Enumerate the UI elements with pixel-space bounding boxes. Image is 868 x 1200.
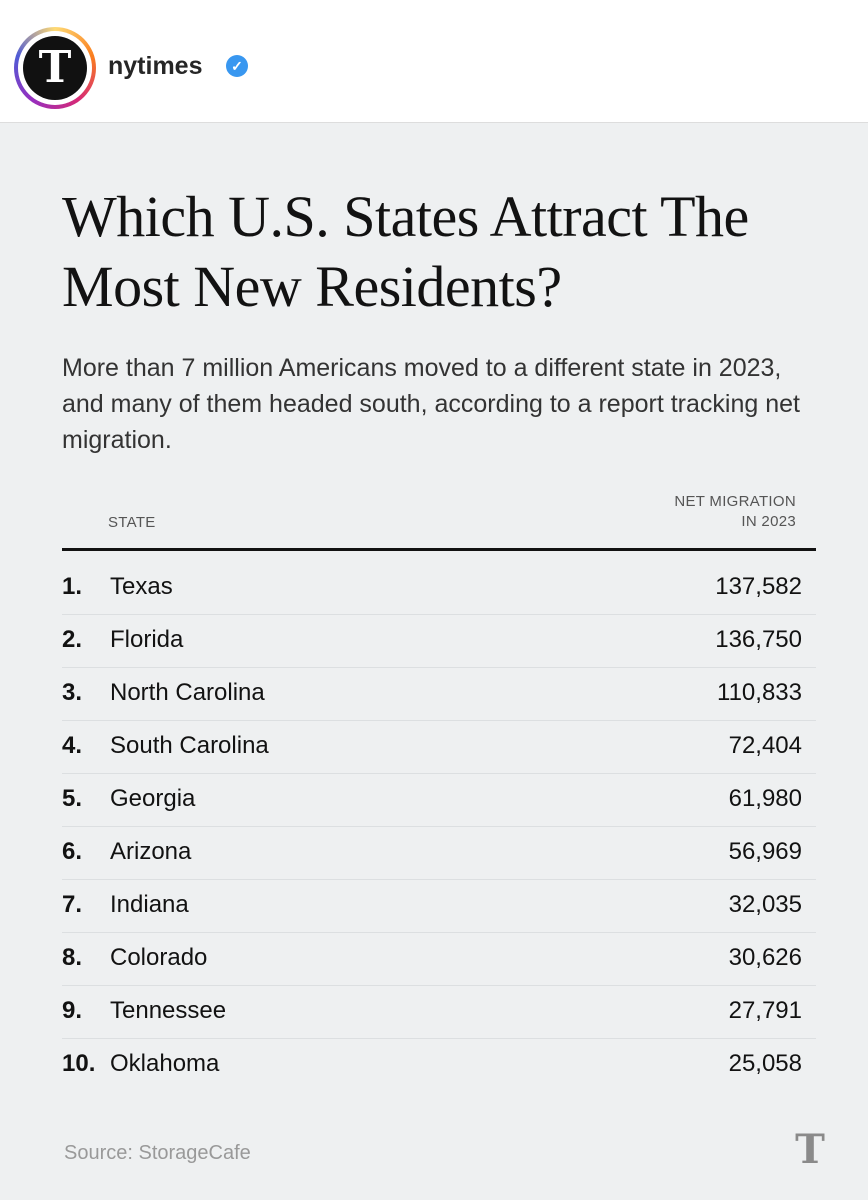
table-row: 1. Texas 137,582 [62, 562, 816, 615]
migration-value: 32,035 [728, 891, 802, 918]
state-name: Georgia [110, 785, 196, 812]
table-row: 4. South Carolina 72,404 [62, 721, 816, 774]
chart-title: Which U.S. States Attract The Most New R… [62, 184, 749, 319]
migration-value: 137,582 [715, 573, 802, 600]
state-name: Indiana [110, 891, 189, 918]
nyt-corner-logo-icon: T [795, 1126, 825, 1173]
migration-value: 30,626 [728, 944, 802, 971]
rank-label: 3. [62, 679, 83, 706]
rank-label: 4. [62, 732, 83, 759]
rank-label: 9. [62, 997, 83, 1024]
state-name: Oklahoma [110, 1050, 220, 1077]
rank-label: 10. [62, 1050, 96, 1077]
migration-value: 110,833 [717, 679, 802, 706]
table-row: 7. Indiana 32,035 [62, 880, 816, 933]
table-row: 2. Florida 136,750 [62, 615, 816, 668]
column-header-state: STATE [108, 514, 156, 531]
migration-value: 25,058 [728, 1050, 802, 1077]
header-rule [62, 548, 816, 551]
column-header-net-migration: NET MIGRATION IN 2023 [560, 492, 796, 532]
migration-value: 27,791 [728, 997, 802, 1024]
rank-label: 8. [62, 944, 83, 971]
state-name: Colorado [110, 944, 208, 971]
post-header: T nytimes ✓ [0, 0, 868, 123]
state-name: Arizona [110, 838, 192, 865]
state-name: North Carolina [110, 679, 265, 706]
source-note: Source: StorageCafe [64, 1142, 251, 1164]
rank-label: 2. [62, 626, 83, 653]
data-table: 1. Texas 137,582 2. Florida 136,750 3. North Ca… [62, 562, 816, 1091]
verified-badge-icon: ✓ [226, 55, 248, 77]
nyt-logo-icon: T [23, 36, 87, 100]
table-row: 5. Georgia 61,980 [62, 774, 816, 827]
rank-label: 6. [62, 838, 83, 865]
table-row: 10. Oklahoma 25,058 [62, 1039, 816, 1091]
migration-value: 136,750 [715, 626, 802, 653]
state-name: Texas [110, 573, 173, 600]
rank-label: 7. [62, 891, 83, 918]
table-row: 3. North Carolina 110,833 [62, 668, 816, 721]
rank-label: 1. [62, 573, 83, 600]
state-name: Florida [110, 626, 184, 653]
table-row: 6. Arizona 56,969 [62, 827, 816, 880]
migration-value: 56,969 [728, 838, 802, 865]
rank-label: 5. [62, 785, 83, 812]
table-row: 8. Colorado 30,626 [62, 933, 816, 986]
column-header-net-migration-line1: NET MIGRATION [674, 493, 796, 510]
column-header-net-migration-line2: IN 2023 [741, 513, 796, 530]
avatar[interactable]: T [14, 27, 96, 109]
state-name: South Carolina [110, 732, 269, 759]
table-row: 9. Tennessee 27,791 [62, 986, 816, 1039]
migration-value: 61,980 [728, 785, 802, 812]
account-name[interactable]: nytimes [108, 52, 203, 80]
state-name: Tennessee [110, 997, 227, 1024]
migration-value: 72,404 [728, 732, 802, 759]
chart-subtitle: More than 7 million Americans moved to a… [62, 354, 800, 454]
